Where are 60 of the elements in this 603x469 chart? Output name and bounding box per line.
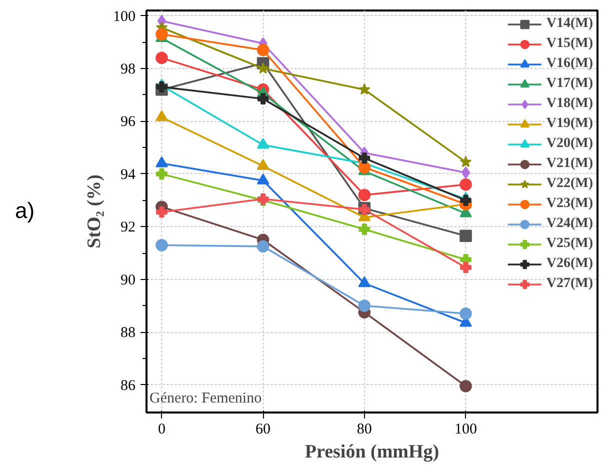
point [156, 168, 168, 180]
legend-label: V27(M) [546, 276, 593, 292]
point [358, 188, 371, 202]
legend-label: V14(M) [546, 16, 593, 32]
point [256, 240, 270, 253]
point [460, 178, 472, 191]
legend-label: V19(M) [546, 116, 593, 132]
legend-label: V25(M) [546, 236, 593, 252]
point [460, 262, 472, 274]
point [460, 156, 472, 168]
point [156, 110, 168, 122]
x-tick-label: 100 [454, 422, 477, 438]
y-axis-title: StO₂ (%) [84, 174, 105, 248]
point [257, 62, 269, 74]
text: a) [15, 197, 35, 225]
legend-label: V21(M) [546, 156, 593, 172]
point [358, 300, 371, 312]
legend-label: V17(M) [546, 76, 593, 92]
point [156, 238, 168, 252]
point [156, 52, 168, 64]
point [460, 308, 472, 320]
point [256, 174, 270, 184]
x-tick-label: 60 [256, 422, 271, 438]
x-axis-title: Presión (mmHg) [304, 442, 440, 462]
y-tick-label: 86 [120, 378, 136, 394]
legend-label: V24(M) [546, 216, 593, 232]
y-tick-label: 96 [120, 114, 136, 130]
point [256, 138, 270, 149]
point [257, 93, 269, 104]
point [358, 161, 371, 174]
point [256, 44, 270, 56]
legend-label: V22(M) [546, 176, 593, 192]
point [156, 206, 168, 218]
point [156, 81, 168, 93]
point [358, 83, 370, 95]
point [460, 194, 472, 206]
annotation: Género: Femenino [150, 390, 262, 406]
point [460, 380, 472, 392]
y-tick-label: 90 [120, 272, 136, 288]
y-tick-label: 100 [113, 8, 136, 25]
point [358, 152, 370, 164]
point [461, 166, 470, 179]
y-tick-label: 92 [120, 220, 136, 236]
legend-label: V26(M) [546, 256, 593, 272]
point [358, 276, 371, 288]
x-tick-label: 0 [158, 422, 166, 438]
legend-label: V16(M) [546, 56, 593, 72]
y-tick-label: 94 [120, 166, 136, 183]
point [156, 28, 168, 40]
x-tick-label: 80 [356, 422, 372, 438]
y-tick-label: 88 [120, 325, 136, 342]
point [256, 159, 270, 170]
point [156, 156, 168, 168]
legend-label: V20(M) [546, 136, 593, 152]
point [460, 230, 472, 242]
y-tick-label: 98 [120, 61, 136, 78]
legend-label: V18(M) [546, 96, 593, 112]
legend-label: V15(M) [546, 36, 593, 52]
point [358, 224, 370, 235]
legend-label: V23(M) [546, 196, 593, 212]
